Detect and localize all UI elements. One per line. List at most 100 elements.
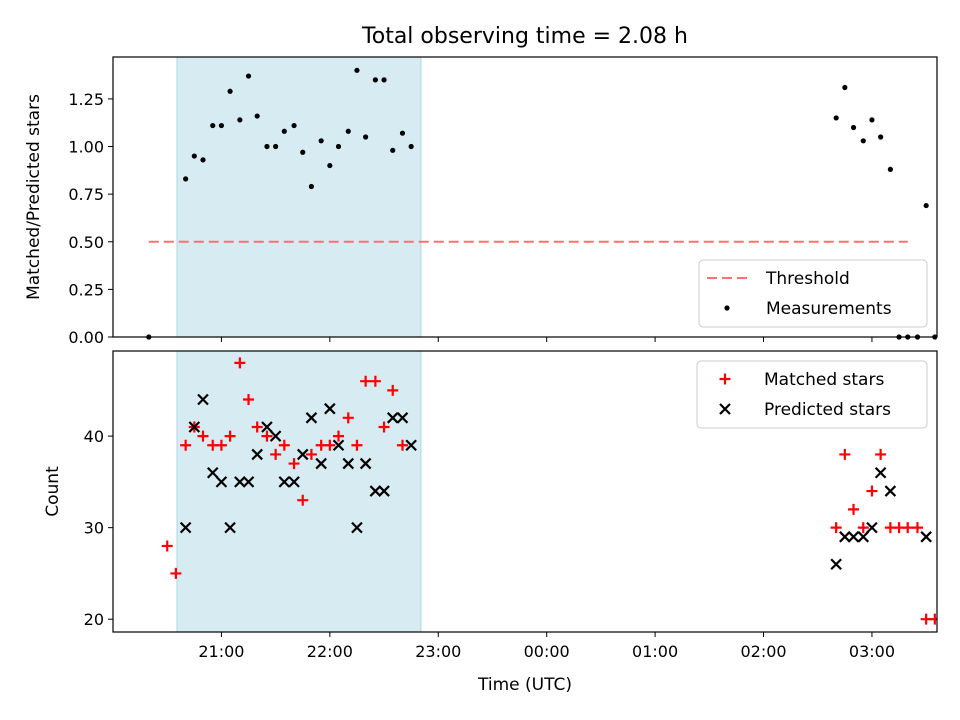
data-point <box>902 522 914 534</box>
data-point <box>324 439 336 451</box>
data-point <box>830 522 842 534</box>
data-points <box>161 357 937 625</box>
data-point <box>399 130 406 136</box>
data-point <box>251 448 263 461</box>
data-point <box>363 134 369 140</box>
data-point <box>396 439 408 451</box>
data-point <box>269 430 282 442</box>
data-point <box>227 88 233 94</box>
data-point <box>315 457 327 470</box>
data-point <box>291 122 297 129</box>
x-tick-label: 00:00 <box>524 642 570 661</box>
x-tick-label: 01:00 <box>632 642 678 661</box>
data-point <box>191 153 197 159</box>
data-point <box>842 84 848 91</box>
y-tick-label: 0.00 <box>68 328 104 347</box>
data-point <box>179 521 192 534</box>
data-point <box>850 124 857 131</box>
data-point <box>296 448 309 461</box>
y-tick-label: 40 <box>84 427 104 446</box>
data-point <box>923 202 929 209</box>
legend-label: Measurements <box>766 299 892 319</box>
data-point <box>254 113 260 119</box>
data-point <box>342 412 354 424</box>
data-points <box>146 67 937 340</box>
data-point <box>866 521 878 534</box>
data-point <box>215 439 227 451</box>
legend-box <box>698 259 928 328</box>
data-point <box>327 162 333 169</box>
data-point <box>354 67 360 73</box>
legend-label: Threshold <box>765 269 850 289</box>
data-point <box>386 412 399 424</box>
data-point <box>278 439 290 451</box>
data-point <box>875 448 887 460</box>
data-point <box>860 138 866 144</box>
shaded-interval <box>176 350 422 633</box>
data-point <box>318 138 324 144</box>
y-axis-label: Matched/Predicted stars <box>24 94 44 300</box>
data-point <box>351 439 363 451</box>
chart-title: Total observing time = 2.08 h <box>361 24 688 49</box>
data-point <box>234 357 246 369</box>
legend-marker <box>724 305 730 311</box>
data-point <box>224 430 236 442</box>
data-point <box>278 476 291 488</box>
data-point <box>351 521 363 534</box>
x-tick-label: 21:00 <box>198 642 244 661</box>
data-point <box>183 176 189 182</box>
y-tick-label: 30 <box>84 519 104 538</box>
data-point <box>180 439 192 451</box>
counts-panel: 21:00 22:00 23:00 00:00 01:00 02:00 03:00 20 30 4… <box>43 350 938 661</box>
x-tick-label: 02:00 <box>740 642 786 661</box>
data-point <box>288 458 300 470</box>
data-point <box>878 134 884 140</box>
data-point <box>197 430 209 442</box>
data-point <box>839 448 851 460</box>
data-point <box>390 147 396 153</box>
y-tick-label: 20 <box>84 610 104 629</box>
data-point <box>218 122 225 129</box>
data-point <box>324 402 336 415</box>
data-point <box>210 122 216 129</box>
data-point <box>264 143 270 150</box>
shaded-interval <box>176 56 422 338</box>
data-point <box>381 77 387 83</box>
y-tick-label: 1.00 <box>68 138 104 157</box>
x-tick-label: 22:00 <box>307 642 353 661</box>
data-point <box>197 393 209 406</box>
data-point <box>387 384 399 396</box>
data-point <box>369 375 381 387</box>
data-point <box>378 485 390 497</box>
data-point <box>270 448 282 460</box>
data-point <box>405 439 417 452</box>
data-point <box>335 143 342 150</box>
data-point <box>869 117 875 123</box>
data-point <box>200 157 206 163</box>
data-point <box>857 531 870 543</box>
data-point <box>332 439 345 452</box>
legend-marker <box>719 373 731 385</box>
data-point <box>866 485 878 497</box>
data-point <box>300 149 306 155</box>
data-point <box>297 494 309 506</box>
data-point <box>206 466 219 479</box>
legend-box <box>696 360 928 429</box>
x-axis-label: Time (UTC) <box>477 675 572 695</box>
data-point <box>308 183 315 190</box>
data-point <box>170 567 182 579</box>
data-point <box>360 375 372 387</box>
data-point <box>884 485 897 497</box>
data-point <box>847 531 860 543</box>
legend-label: Predicted stars <box>764 400 891 420</box>
data-point <box>359 457 372 470</box>
plot-frame <box>112 56 938 338</box>
data-point <box>281 128 287 134</box>
legend-label: Matched stars <box>764 370 884 390</box>
data-point <box>874 466 887 479</box>
data-point <box>396 412 409 424</box>
data-point <box>342 457 355 470</box>
data-point <box>887 166 893 172</box>
data-point <box>305 448 317 460</box>
